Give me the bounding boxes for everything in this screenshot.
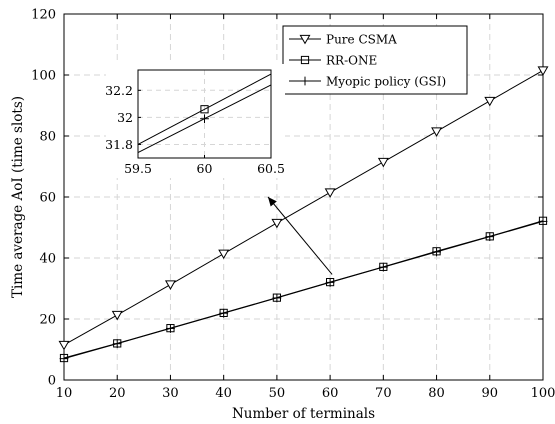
inset-axis-ticks: 59.5 60 60.5 31.8 32 32.2 — [105, 83, 285, 176]
inset-series — [137, 73, 272, 154]
data-point — [111, 310, 123, 321]
legend-label: RR-ONE — [326, 54, 377, 68]
data-point — [325, 278, 335, 287]
data-point — [112, 339, 122, 349]
legend-item: Pure CSMA — [289, 33, 397, 47]
data-point — [378, 262, 388, 272]
series-rr-one — [59, 216, 548, 363]
legend: Pure CSMA RR-ONE Myopic policy (GSI) — [282, 25, 468, 95]
data-point — [59, 354, 69, 364]
data-point — [432, 247, 441, 257]
inset-zoom: 59.5 60 60.5 31.8 32 32.2 — [105, 64, 285, 178]
main-series — [58, 66, 549, 364]
y-tick-label: 40 — [39, 252, 56, 267]
x-tick-label: 10 — [56, 386, 73, 401]
x-tick-label: 100 — [531, 386, 555, 401]
legend-item: RR-ONE — [289, 54, 377, 68]
x-tick-label: 20 — [109, 386, 126, 401]
inset-data-point — [200, 105, 209, 114]
y-tick-label: 20 — [39, 313, 56, 328]
inset-y-tick-label: 32 — [117, 110, 133, 125]
data-point — [538, 217, 548, 226]
inset-y-tick-label: 31.8 — [105, 137, 133, 152]
inset-series-line — [137, 73, 272, 145]
series-pure-csma — [58, 66, 549, 351]
data-point — [166, 324, 175, 333]
data-point — [431, 127, 443, 137]
data-point — [218, 249, 230, 260]
inset-data-point — [200, 114, 209, 124]
series-line — [63, 220, 544, 360]
y-tick-label: 100 — [31, 69, 56, 84]
x-axis-label: Number of terminals — [232, 406, 375, 422]
inset-x-tick-label: 60.5 — [257, 161, 285, 176]
y-tick-label: 60 — [39, 191, 56, 206]
legend-item: Myopic policy (GSI) — [289, 75, 446, 89]
legend-swatch-marker — [300, 76, 310, 86]
inset-x-tick-label: 59.5 — [124, 161, 152, 176]
legend-label: Myopic policy (GSI) — [326, 75, 446, 89]
inset-series-rr-one — [137, 73, 272, 145]
legend-label: Pure CSMA — [326, 33, 397, 47]
data-point — [58, 340, 70, 351]
inset-series-myopic-policy-gsi — [137, 84, 272, 154]
y-tick-label: 80 — [39, 130, 56, 145]
data-point — [272, 293, 282, 303]
legend-swatch-marker — [299, 34, 311, 45]
x-tick-label: 70 — [375, 386, 392, 401]
x-tick-label: 90 — [482, 386, 499, 401]
y-tick-label: 0 — [48, 374, 56, 389]
inset-y-tick-label: 32.2 — [105, 83, 133, 98]
series-myopic-policy-gsi — [59, 217, 548, 364]
series-line — [63, 220, 544, 359]
inset-x-tick-label: 60 — [197, 161, 213, 176]
data-point — [324, 188, 336, 198]
data-point — [271, 218, 283, 229]
x-tick-label: 40 — [215, 386, 232, 401]
legend-swatch-marker — [300, 55, 310, 65]
data-point — [537, 66, 549, 76]
x-tick-label: 80 — [428, 386, 445, 401]
main-axis-ticks: 10 20 30 40 50 60 70 80 90 100 0 20 40 60 80 100 120 — [31, 8, 555, 402]
x-tick-label: 60 — [322, 386, 339, 401]
y-axis-label: Time average AoI (time slots) — [10, 96, 26, 298]
data-point — [485, 232, 495, 242]
data-point — [484, 96, 496, 107]
data-point — [219, 308, 229, 318]
x-tick-label: 30 — [162, 386, 179, 401]
x-tick-label: 50 — [269, 386, 286, 401]
data-point — [164, 280, 176, 290]
series-line — [63, 69, 544, 346]
zoom-pointer-arrow — [267, 196, 333, 275]
data-point — [377, 157, 389, 168]
y-tick-label: 120 — [31, 8, 56, 23]
